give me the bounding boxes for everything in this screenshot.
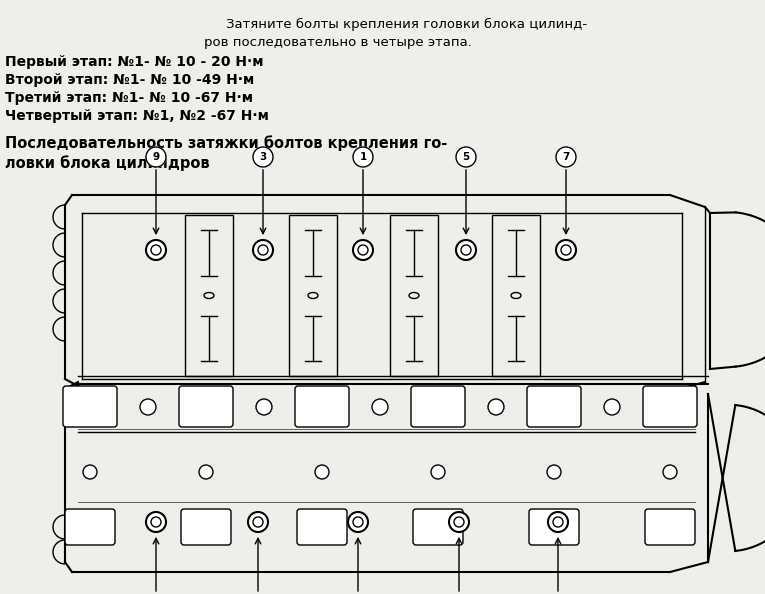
- Circle shape: [556, 240, 576, 260]
- Circle shape: [146, 240, 166, 260]
- Bar: [185, 215, 233, 376]
- Circle shape: [358, 245, 368, 255]
- Circle shape: [248, 512, 268, 532]
- Text: 1: 1: [360, 152, 366, 162]
- Circle shape: [488, 399, 504, 415]
- FancyBboxPatch shape: [645, 509, 695, 545]
- Circle shape: [456, 147, 476, 167]
- Text: Второй этап: №1- № 10 -49 Н·м: Второй этап: №1- № 10 -49 Н·м: [5, 73, 254, 87]
- Text: Третий этап: №1- № 10 -67 Н·м: Третий этап: №1- № 10 -67 Н·м: [5, 91, 253, 105]
- Circle shape: [547, 465, 561, 479]
- Text: 3: 3: [259, 152, 267, 162]
- Circle shape: [461, 245, 471, 255]
- Circle shape: [151, 517, 161, 527]
- Circle shape: [348, 512, 368, 532]
- Circle shape: [556, 147, 576, 167]
- Bar: [390, 215, 438, 376]
- Circle shape: [353, 147, 373, 167]
- Circle shape: [140, 399, 156, 415]
- Circle shape: [253, 147, 273, 167]
- Circle shape: [431, 465, 445, 479]
- Circle shape: [83, 465, 97, 479]
- Text: Затяните болты крепления головки блока цилинд-: Затяните болты крепления головки блока ц…: [209, 18, 587, 31]
- Text: ловки блока цилиндров: ловки блока цилиндров: [5, 155, 210, 170]
- FancyBboxPatch shape: [181, 509, 231, 545]
- Text: Четвертый этап: №1, №2 -67 Н·м: Четвертый этап: №1, №2 -67 Н·м: [5, 109, 269, 123]
- Circle shape: [253, 240, 273, 260]
- FancyBboxPatch shape: [411, 386, 465, 427]
- Text: Последовательность затяжки болтов крепления го-: Последовательность затяжки болтов крепле…: [5, 135, 448, 151]
- FancyBboxPatch shape: [529, 509, 579, 545]
- Text: 5: 5: [462, 152, 470, 162]
- Circle shape: [146, 512, 166, 532]
- Bar: [289, 215, 337, 376]
- Circle shape: [548, 512, 568, 532]
- FancyBboxPatch shape: [295, 386, 349, 427]
- Bar: [492, 215, 540, 376]
- Circle shape: [146, 147, 166, 167]
- Circle shape: [454, 517, 464, 527]
- Circle shape: [199, 465, 213, 479]
- Text: ров последовательно в четыре этапа.: ров последовательно в четыре этапа.: [187, 36, 471, 49]
- Circle shape: [256, 399, 272, 415]
- FancyBboxPatch shape: [413, 509, 463, 545]
- FancyBboxPatch shape: [643, 386, 697, 427]
- Text: 9: 9: [152, 152, 160, 162]
- FancyBboxPatch shape: [179, 386, 233, 427]
- Circle shape: [253, 517, 263, 527]
- Text: 7: 7: [562, 152, 570, 162]
- FancyBboxPatch shape: [297, 509, 347, 545]
- Circle shape: [353, 240, 373, 260]
- FancyBboxPatch shape: [63, 386, 117, 427]
- Circle shape: [372, 399, 388, 415]
- Circle shape: [553, 517, 563, 527]
- Circle shape: [315, 465, 329, 479]
- Circle shape: [353, 517, 363, 527]
- Circle shape: [561, 245, 571, 255]
- Circle shape: [663, 465, 677, 479]
- Circle shape: [456, 240, 476, 260]
- Circle shape: [449, 512, 469, 532]
- Text: Первый этап: №1- № 10 - 20 Н·м: Первый этап: №1- № 10 - 20 Н·м: [5, 55, 263, 69]
- FancyBboxPatch shape: [65, 509, 115, 545]
- Circle shape: [151, 245, 161, 255]
- Circle shape: [258, 245, 268, 255]
- Circle shape: [604, 399, 620, 415]
- FancyBboxPatch shape: [527, 386, 581, 427]
